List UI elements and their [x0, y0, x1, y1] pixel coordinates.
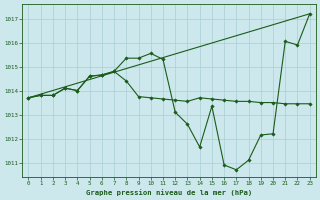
- X-axis label: Graphe pression niveau de la mer (hPa): Graphe pression niveau de la mer (hPa): [86, 189, 252, 196]
